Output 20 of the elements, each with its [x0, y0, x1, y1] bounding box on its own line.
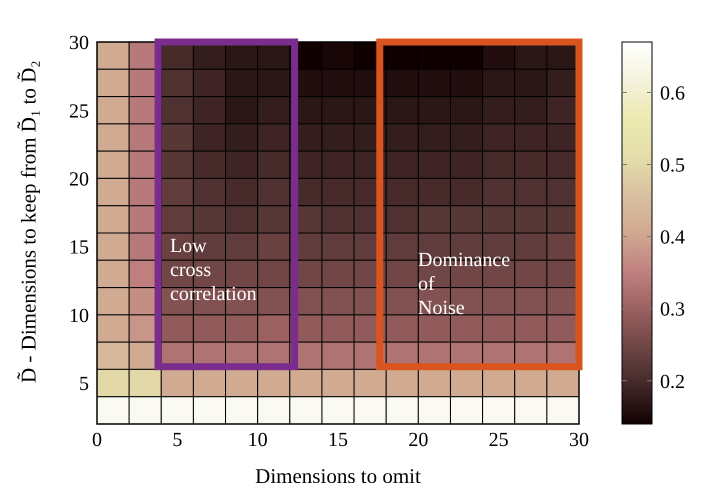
y-axis-title: D̃ - Dimensions to keep from D̃₁ to D̃₂ [16, 60, 40, 383]
color-bar-label: 0.4 [660, 226, 685, 249]
y-tick-label: 20 [69, 168, 89, 191]
y-tick-label: 5 [79, 373, 89, 396]
x-tick-label: 15 [328, 429, 348, 452]
x-tick-label: 25 [488, 429, 509, 452]
color-bar-label: 0.5 [660, 154, 685, 177]
y-tick-label: 30 [69, 32, 89, 54]
x-tick-label: 20 [408, 429, 428, 452]
color-bar-label: 0.3 [660, 298, 685, 321]
x-tick-label: 10 [248, 429, 268, 452]
y-tick-label: 25 [69, 100, 89, 122]
y-tick-label: 15 [69, 236, 89, 259]
y-tick-label: 10 [69, 304, 89, 327]
x-tick-label: 0 [92, 429, 102, 452]
x-axis-title: Dimensions to omit [255, 464, 421, 488]
color-bar-label: 0.2 [660, 370, 685, 393]
color-bar-label: 0.6 [660, 82, 685, 104]
x-tick-label: 30 [569, 429, 589, 452]
x-tick-label: 5 [172, 429, 182, 452]
